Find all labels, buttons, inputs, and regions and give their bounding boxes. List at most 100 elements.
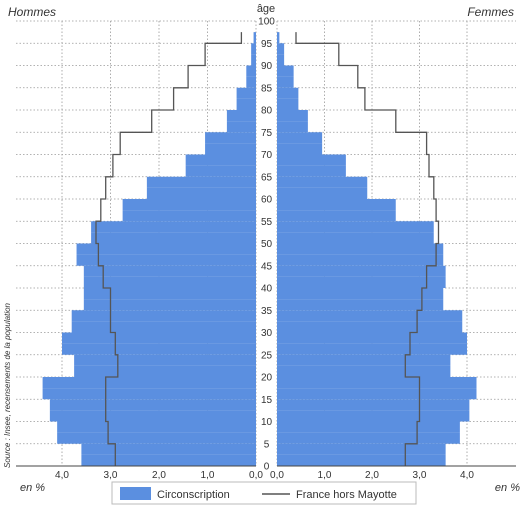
legend-bar-swatch xyxy=(120,487,151,500)
x-tick-label-left: 0,0 xyxy=(249,470,263,481)
bar-women xyxy=(277,121,308,133)
bar-women xyxy=(277,232,434,244)
age-tick-label: 75 xyxy=(261,128,273,139)
x-tick-label-right: 3,0 xyxy=(413,470,427,481)
men-label: Hommes xyxy=(8,5,56,19)
bar-women xyxy=(277,165,346,177)
bar-women xyxy=(277,399,470,411)
bar-women xyxy=(277,265,446,277)
bar-men xyxy=(71,321,256,333)
age-tick-label: 80 xyxy=(261,106,273,117)
bar-women xyxy=(277,54,285,66)
x-unit-label-right: en % xyxy=(495,482,520,494)
bar-women xyxy=(277,132,323,144)
bar-women xyxy=(277,432,460,444)
age-tick-label: 0 xyxy=(264,462,270,473)
bar-women xyxy=(277,454,446,466)
bar-women xyxy=(277,32,280,44)
reference-line-women xyxy=(295,32,440,466)
bar-men xyxy=(251,54,256,66)
bar-men xyxy=(205,143,256,155)
bar-women xyxy=(277,199,396,211)
x-tick-label-right: 0,0 xyxy=(270,470,284,481)
bar-men xyxy=(74,354,256,366)
bar-women xyxy=(277,87,299,99)
bar-women xyxy=(277,310,463,322)
bar-men xyxy=(83,288,256,300)
bar-men xyxy=(185,165,256,177)
bar-women xyxy=(277,176,368,188)
bar-men xyxy=(122,199,256,211)
bar-men xyxy=(253,32,256,44)
bar-women xyxy=(277,354,451,366)
bar-men xyxy=(74,365,256,377)
age-tick-label: 45 xyxy=(261,261,273,272)
legend: Circonscription France hors Mayotte xyxy=(111,481,417,505)
bar-women xyxy=(277,143,323,155)
bar-men xyxy=(81,443,257,455)
bar-women xyxy=(277,388,477,400)
bar-men xyxy=(76,254,256,266)
bar-men xyxy=(185,154,256,166)
bar-men xyxy=(62,332,256,344)
bar-men xyxy=(49,410,256,422)
age-axis-title: âge xyxy=(257,3,275,15)
axes: 0,0 0,0 1,0 1,0 2,0 2,0 3,0 3,0 4,0 4,0 0 5 10 15 20 25… xyxy=(16,17,516,481)
age-tick-label: 55 xyxy=(261,217,273,228)
age-tick-label: 5 xyxy=(264,439,270,450)
bar-men xyxy=(226,121,256,133)
bar-women xyxy=(277,154,346,166)
bar-men xyxy=(251,43,256,55)
bar-women xyxy=(277,76,294,88)
source-note: Source : Insee, recensements de la popul… xyxy=(3,302,12,468)
age-tick-label: 60 xyxy=(261,195,273,206)
age-tick-label: 40 xyxy=(261,284,273,295)
bar-women xyxy=(277,243,444,255)
x-tick-label-right: 1,0 xyxy=(318,470,332,481)
bar-men xyxy=(236,98,256,110)
x-tick-label-right: 4,0 xyxy=(460,470,474,481)
bar-women xyxy=(277,343,467,355)
bar-women xyxy=(277,276,446,288)
bar-women xyxy=(277,288,444,300)
age-tick-label: 15 xyxy=(261,395,273,406)
bar-women xyxy=(277,254,444,266)
bar-men xyxy=(71,310,256,322)
x-unit-label-left: en % xyxy=(20,482,45,494)
age-tick-label: 50 xyxy=(261,239,273,250)
bar-women xyxy=(277,110,308,122)
age-tick-label: 30 xyxy=(261,328,273,339)
age-tick-label: 35 xyxy=(261,306,273,317)
age-tick-label: 70 xyxy=(261,150,273,161)
age-tick-label: 85 xyxy=(261,83,273,94)
women-label: Femmes xyxy=(467,5,514,19)
bar-men xyxy=(246,76,256,88)
bar-women xyxy=(277,321,463,333)
bar-men xyxy=(146,187,256,199)
bar-men xyxy=(83,299,256,311)
x-tick-label-right: 2,0 xyxy=(365,470,379,481)
legend-line-label: France hors Mayotte xyxy=(296,489,397,501)
bar-women xyxy=(277,421,460,433)
reference-lines xyxy=(95,32,440,466)
bars xyxy=(42,32,477,466)
bar-men xyxy=(83,276,256,288)
bar-women xyxy=(277,65,294,77)
bar-men xyxy=(57,421,257,433)
bar-women xyxy=(277,410,470,422)
bar-men xyxy=(91,232,256,244)
bar-men xyxy=(49,399,256,411)
bar-women xyxy=(277,377,477,389)
x-tick-label-left: 3,0 xyxy=(104,470,118,481)
bar-men xyxy=(91,221,256,233)
bar-men xyxy=(83,265,256,277)
bar-women xyxy=(277,332,467,344)
bar-women xyxy=(277,98,299,110)
bar-women xyxy=(277,187,368,199)
bar-men xyxy=(226,110,256,122)
age-tick-label: 65 xyxy=(261,172,273,183)
x-tick-label-left: 2,0 xyxy=(152,470,166,481)
bar-men xyxy=(76,243,256,255)
age-tick-label: 25 xyxy=(261,350,273,361)
